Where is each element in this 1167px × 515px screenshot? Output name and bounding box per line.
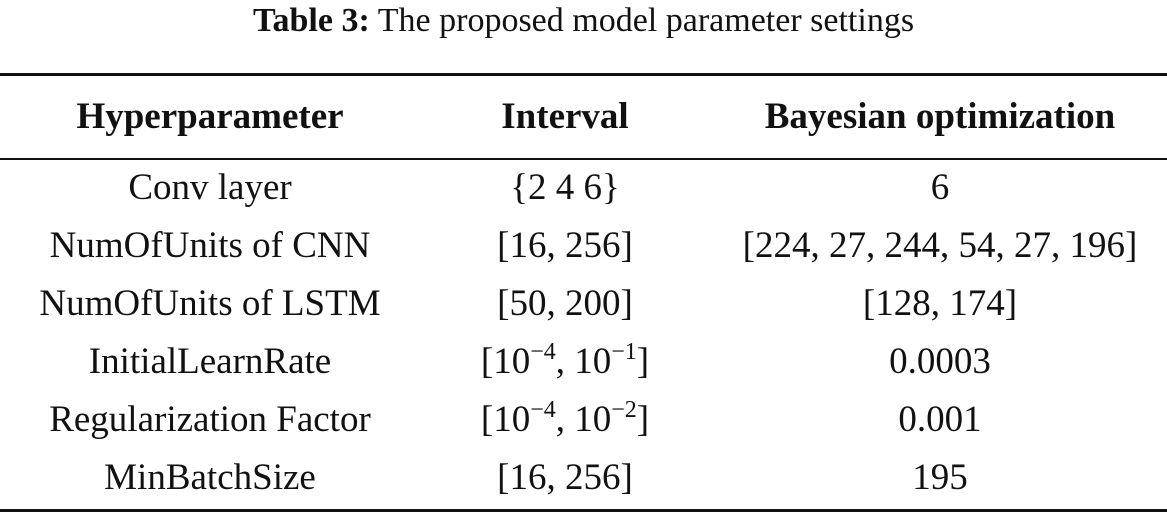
superscript: −2 (611, 397, 637, 423)
cell: [224, 27, 244, 54, 27, 196] (742, 225, 1138, 266)
cell: 0.001 (898, 399, 982, 440)
text-segment: [10 (480, 399, 531, 440)
header-cell: Bayesian optimization (764, 96, 1116, 137)
mid-rule (0, 158, 1167, 160)
top-rule (0, 73, 1167, 76)
text-segment: ] (636, 399, 650, 440)
cell: {2 4 6} (510, 167, 620, 208)
cell: 0.0003 (889, 341, 991, 382)
bottom-rule (0, 509, 1167, 512)
text-segment: , 10 (555, 399, 612, 440)
cell: Regularization Factor (49, 399, 371, 440)
cell: 6 (930, 167, 950, 208)
cell: [16, 256] (497, 225, 633, 266)
caption-text: The proposed model parameter settings (377, 2, 915, 39)
cell: InitialLearnRate (88, 341, 332, 382)
cell: NumOfUnits of CNN (49, 225, 371, 266)
cell: 195 (912, 457, 968, 498)
cell: [10−4, 10−1] (481, 339, 649, 385)
cell: [128, 174] (862, 283, 1018, 324)
text-segment: ] (636, 341, 650, 382)
header-cell: Interval (501, 96, 629, 137)
cell: [16, 256] (497, 457, 633, 498)
superscript: −4 (530, 339, 556, 365)
caption-label: Table 3: (252, 2, 370, 39)
cell: NumOfUnits of LSTM (39, 283, 381, 324)
caption: Table 3: The proposed model parameter set… (0, 0, 1167, 42)
header-cell: Hyperparameter (76, 96, 344, 137)
text-segment: [10 (480, 341, 531, 382)
text-segment: , 10 (555, 341, 612, 382)
superscript: −1 (611, 339, 637, 365)
cell: Conv layer (128, 167, 292, 208)
cell: [10−4, 10−2] (481, 397, 649, 443)
superscript: −4 (530, 397, 556, 423)
cell: MinBatchSize (104, 457, 316, 498)
cell: [50, 200] (497, 283, 633, 324)
